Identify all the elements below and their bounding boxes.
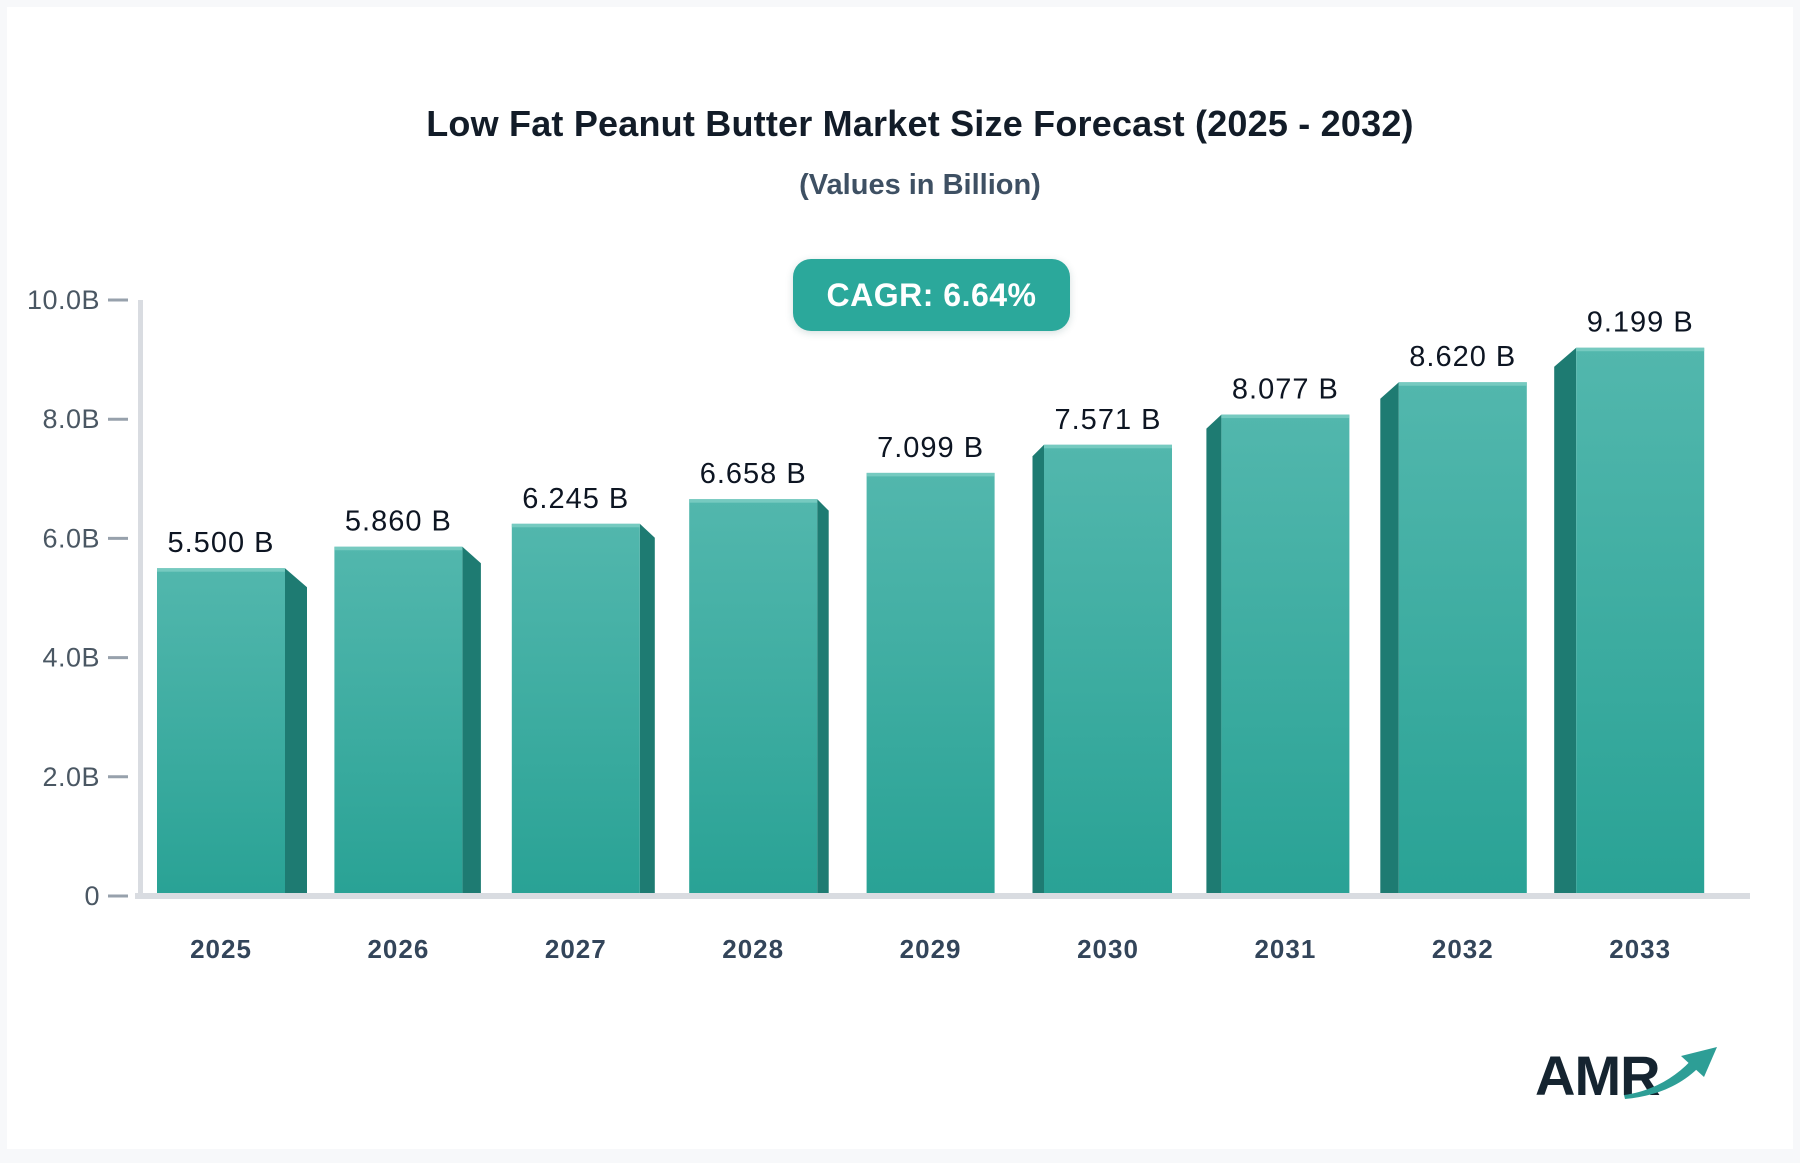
bar-group: 5.500 B 2025 [157, 527, 307, 964]
chart-title: Low Fat Peanut Butter Market Size Foreca… [426, 103, 1414, 144]
bar-side-face [1032, 444, 1044, 896]
cagr-badge-label: CAGR: 6.64% [826, 276, 1037, 313]
bar-top-edge [1221, 414, 1350, 419]
bar-face [866, 472, 995, 896]
amr-logo: AMR [1535, 1043, 1725, 1113]
bar-side-face [639, 523, 655, 896]
cagr-badge: CAGR: 6.64% [793, 259, 1070, 331]
bar-face [1398, 382, 1527, 896]
bar-face [1044, 444, 1172, 896]
bar-face [157, 568, 285, 896]
x-axis-label: 2032 [1432, 934, 1494, 964]
y-axis-label: 8.0B [42, 404, 100, 434]
bar-top-edge [1044, 444, 1172, 449]
x-axis-label: 2031 [1254, 934, 1316, 964]
bar-side-face [1554, 347, 1577, 896]
x-axis-label: 2028 [722, 934, 784, 964]
bar-chart-canvas: 0 2.0B 4.0B 6.0B 8.0B 10.0B 5.500 B 2025 5.860 B… [27, 285, 1750, 964]
x-axis-label: 2030 [1077, 934, 1139, 964]
bar-group: 5.860 B 2026 [334, 506, 481, 964]
bar-face [334, 546, 463, 896]
bar-value-label: 5.500 B [168, 527, 275, 559]
bar-side-face [1380, 382, 1399, 896]
bar-top-edge [1576, 347, 1705, 352]
x-axis-label: 2029 [900, 934, 962, 964]
bar-top-edge [511, 523, 640, 528]
bar-group: 6.658 B 2028 [689, 458, 829, 964]
bar-value-label: 6.658 B [700, 458, 807, 490]
bar-group: 8.077 B 2031 [1206, 374, 1350, 964]
bar-group: 9.199 B 2033 [1554, 307, 1705, 964]
bar-value-label: 9.199 B [1587, 307, 1694, 339]
bar-value-label: 7.571 B [1055, 404, 1162, 436]
bar-face [1221, 414, 1350, 896]
bar-side-face [1206, 414, 1222, 896]
y-axis-label: 0 [84, 881, 100, 911]
bar-value-label: 7.099 B [877, 432, 984, 464]
chart-card: Low Fat Peanut Butter Market Size Foreca… [7, 7, 1793, 1149]
bar-group: 8.620 B 2032 [1380, 341, 1527, 964]
bar-face [511, 523, 640, 896]
y-axis-line [138, 300, 143, 899]
bar-group: 7.099 B 2029 [866, 432, 995, 964]
x-axis-line [135, 893, 1750, 899]
x-axis-label: 2033 [1609, 934, 1671, 964]
x-axis-label: 2026 [367, 934, 429, 964]
x-axis-label: 2027 [545, 934, 607, 964]
bar-side-face [285, 568, 307, 896]
bar-face [1576, 347, 1705, 896]
bar-value-label: 6.245 B [522, 483, 629, 515]
y-axis-label: 6.0B [42, 523, 100, 553]
bar-top-edge [866, 472, 995, 477]
bar-side-face [817, 499, 829, 896]
y-axis-label: 10.0B [27, 285, 100, 315]
bar-top-edge [157, 568, 285, 572]
x-axis-label: 2025 [190, 934, 252, 964]
bar-group: 7.571 B 2030 [1032, 404, 1172, 964]
bar-top-edge [689, 499, 818, 503]
bar-value-label: 5.860 B [345, 506, 452, 538]
bar-value-label: 8.620 B [1409, 341, 1516, 373]
bar-face [689, 499, 818, 896]
y-axis-label: 4.0B [42, 643, 100, 673]
bar-value-label: 8.077 B [1232, 374, 1339, 406]
bar-top-edge [1398, 382, 1527, 386]
chart-subtitle: (Values in Billion) [799, 169, 1041, 201]
y-axis-label: 2.0B [42, 762, 100, 792]
amr-logo-arrow-icon [1624, 1047, 1717, 1099]
bar-side-face [462, 546, 481, 896]
bar-top-edge [334, 546, 463, 551]
bar-group: 6.245 B 2027 [511, 483, 655, 964]
